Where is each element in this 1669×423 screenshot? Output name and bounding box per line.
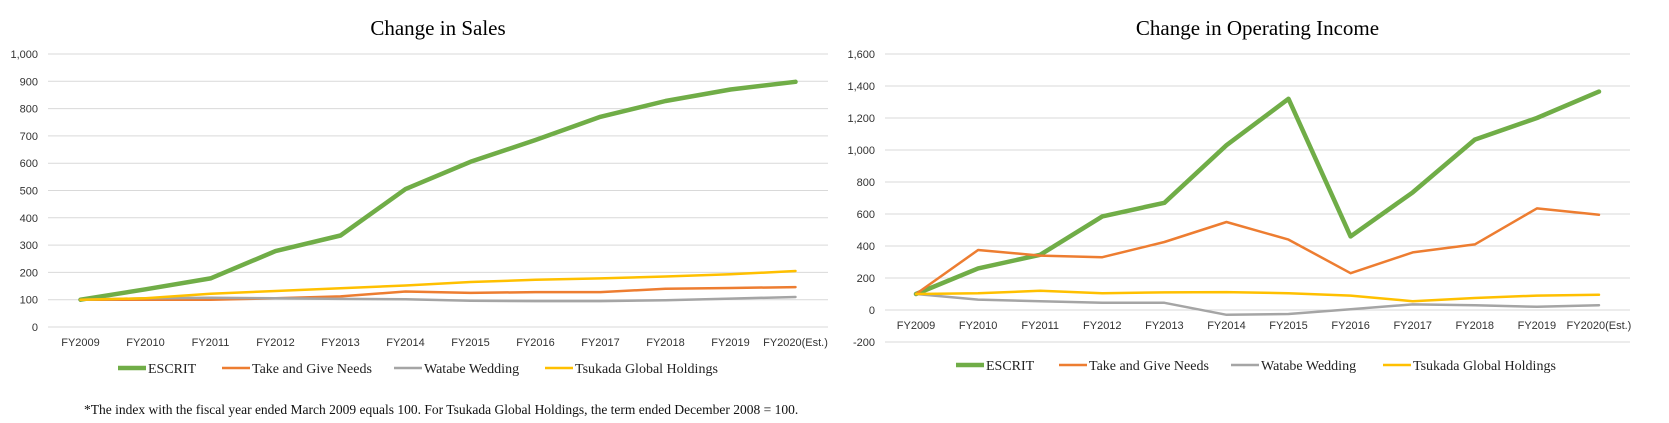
legend-label: Take and Give Needs: [252, 362, 372, 377]
y-tick-label: 700: [20, 131, 38, 143]
x-tick-label: FY2016: [516, 337, 555, 349]
y-tick-label: 0: [32, 322, 38, 334]
y-tick-label: 100: [20, 295, 38, 307]
x-tick-label: FY2012: [1083, 320, 1122, 332]
x-tick-label: FY2020(Est.): [763, 337, 828, 349]
x-tick-label: FY2018: [1456, 320, 1495, 332]
series-line-take-and-give-needs: [79, 285, 797, 301]
x-tick-label: FY2017: [581, 337, 620, 349]
x-tick-label: FY2009: [897, 320, 936, 332]
y-tick-label: 600: [857, 209, 875, 221]
x-tick-label: FY2018: [646, 337, 685, 349]
x-tick-label: FY2019: [711, 337, 750, 349]
x-tick-label: FY2010: [959, 320, 998, 332]
x-tick-label: FY2013: [1145, 320, 1184, 332]
series-line-escrit: [913, 89, 1602, 297]
y-tick-label: 1,400: [847, 81, 875, 93]
series-line-tsukada-global-holdings: [79, 269, 797, 301]
series-line-take-and-give-needs: [914, 207, 1601, 296]
operating-income-chart: Change in Operating Income -200 0 200 400 600…: [847, 16, 1631, 374]
series-line-tsukada-global-holdings: [914, 289, 1601, 303]
x-tick-label: FY2020(Est.): [1567, 320, 1632, 332]
x-tick-label: FY2011: [1021, 320, 1059, 332]
legend-label: Tsukada Global Holdings: [575, 362, 718, 377]
y-tick-label: 400: [20, 213, 38, 225]
series-line-escrit: [78, 79, 798, 302]
legend-label: ESCRIT: [148, 362, 197, 377]
sales-chart: Change in Sales 0 100 200 300 400 500 600 700 800…: [10, 16, 828, 377]
x-tick-label: FY2013: [321, 337, 360, 349]
x-tick-label: FY2019: [1518, 320, 1557, 332]
y-tick-label: 800: [20, 104, 38, 116]
y-tick-label: 800: [857, 177, 875, 189]
x-tick-label: FY2009: [61, 337, 100, 349]
y-tick-label: 1,000: [10, 49, 38, 61]
x-tick-label: FY2017: [1393, 320, 1432, 332]
y-tick-label: 500: [20, 186, 38, 198]
legend-label: Watabe Wedding: [1261, 359, 1356, 374]
y-tick-label: 1,000: [847, 145, 875, 157]
legend-label: Take and Give Needs: [1089, 359, 1209, 374]
x-tick-label: FY2015: [1269, 320, 1308, 332]
y-tick-label: 0: [869, 305, 875, 317]
series-line-watabe-wedding: [914, 292, 1601, 317]
y-tick-label: -200: [853, 337, 875, 349]
x-tick-label: FY2014: [386, 337, 425, 349]
chart-title: Change in Operating Income: [1136, 16, 1379, 40]
y-tick-label: 1,200: [847, 113, 875, 125]
footnote: *The index with the fiscal year ended Ma…: [84, 402, 799, 417]
x-tick-label: FY2015: [451, 337, 490, 349]
y-tick-label: 400: [857, 241, 875, 253]
x-tick-label: FY2016: [1331, 320, 1370, 332]
y-tick-label: 900: [20, 76, 38, 88]
y-tick-label: 600: [20, 158, 38, 170]
y-tick-label: 200: [857, 273, 875, 285]
x-tick-label: FY2014: [1207, 320, 1246, 332]
x-tick-label: FY2010: [126, 337, 165, 349]
legend-label: Tsukada Global Holdings: [1413, 359, 1556, 374]
chart-title: Change in Sales: [370, 16, 505, 40]
legend-label: Watabe Wedding: [424, 362, 519, 377]
y-tick-label: 300: [20, 240, 38, 252]
legend-label: ESCRIT: [986, 359, 1035, 374]
x-tick-label: FY2012: [256, 337, 295, 349]
y-tick-label: 200: [20, 267, 38, 279]
series-line-watabe-wedding: [79, 295, 797, 303]
y-tick-label: 1,600: [847, 49, 875, 61]
x-tick-label: FY2011: [192, 337, 230, 349]
